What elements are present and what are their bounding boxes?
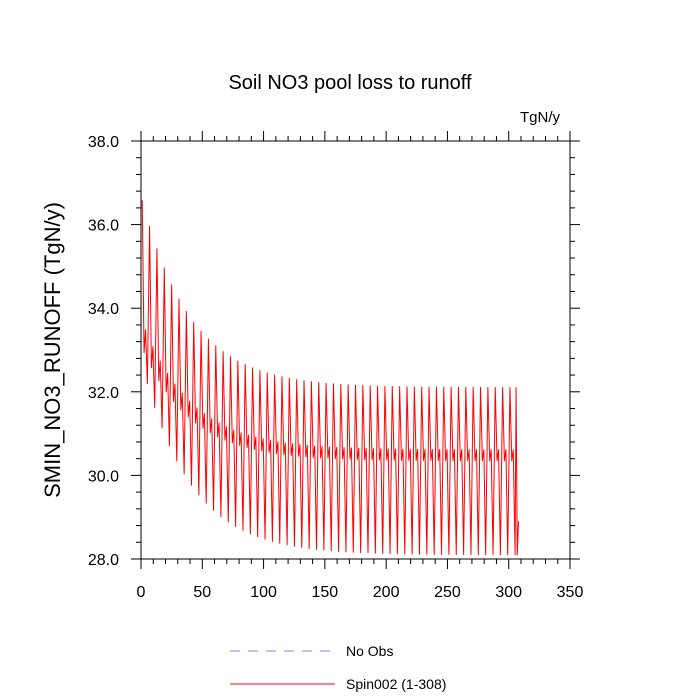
y-axis-label: SMIN_NO3_RUNOFF (TgN/y) bbox=[40, 202, 65, 498]
y-tick-label: 34.0 bbox=[88, 301, 119, 318]
legend-label-spin002: Spin002 (1-308) bbox=[346, 676, 446, 692]
x-tick-label: 200 bbox=[373, 584, 400, 601]
x-tick-label: 150 bbox=[312, 584, 339, 601]
y-tick-label: 38.0 bbox=[88, 134, 119, 151]
y-tick-label: 32.0 bbox=[88, 385, 119, 402]
chart-title: Soil NO3 pool loss to runoff bbox=[228, 72, 472, 94]
x-tick-label: 100 bbox=[250, 584, 277, 601]
x-tick-label: 300 bbox=[495, 584, 522, 601]
y-tick-label: 30.0 bbox=[88, 468, 119, 485]
y-tick-label: 28.0 bbox=[88, 552, 119, 569]
plot-area: 0 50 100 150 200 250 300 350 28.0 30.0 32.0 34.0 36.… bbox=[88, 131, 584, 601]
x-tick-label: 0 bbox=[137, 584, 146, 601]
plot-frame bbox=[140, 140, 571, 560]
units-label: TgN/y bbox=[520, 109, 561, 126]
legend: No Obs Spin002 (1-308) bbox=[230, 643, 446, 692]
x-tick-label: 350 bbox=[557, 584, 584, 601]
series-line-spin002 bbox=[141, 200, 520, 556]
y-tick-label: 36.0 bbox=[88, 218, 119, 235]
x-tick-label: 50 bbox=[193, 584, 211, 601]
legend-label-no-obs: No Obs bbox=[346, 643, 393, 659]
x-tick-label: 250 bbox=[434, 584, 461, 601]
